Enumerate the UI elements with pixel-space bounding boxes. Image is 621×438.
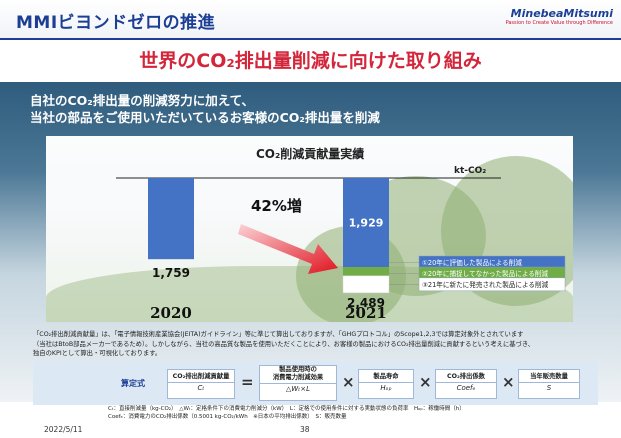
legend-text-series-2: ②20年に捕捉してなかった製品による削減 — [422, 269, 548, 278]
definition-line-2: Coefₑ：消費電力のCO₂排出係数（0.5001 kg-CO₂/kWh ※日本… — [108, 414, 347, 420]
formula-factor-power-name: 製品使用時の — [279, 366, 317, 373]
chart-unit: kt-CO₂ — [454, 166, 486, 176]
logo-tagline: Passion to Create Value through Differen… — [505, 20, 613, 26]
footer-date: 2022/5/11 — [44, 425, 83, 434]
chart-legend: ①20年に評価した製品による削減 ②20年に捕捉してなかった製品による削減 ③21年… — [389, 255, 566, 292]
formula-factor-life: 製品寿命 Hₒₚ — [358, 369, 414, 399]
formula-factor-coef-name: CO₂排出係数 — [447, 373, 485, 380]
equals-sign: = — [241, 373, 254, 391]
headline: 世界のCO₂排出量削減に向けた取り組み — [139, 50, 482, 72]
formula-factor-life-name: 製品寿命 — [373, 373, 399, 380]
note-line-2: （当社はBtoB部品メーカーであるため）。しかしながら、当社の高品質な製品を使用… — [33, 340, 534, 348]
definition-line-1: Cₜ：直接削減量（kg-CO₂） △Wₜ：定格条件下の消費電力削減分（kW） L… — [108, 406, 465, 412]
formula-factor-qty-symbol: S — [519, 382, 579, 393]
bar-labels-group: 1,759 2,489 1,929 — [152, 217, 385, 310]
formula-factor-power-name2: 消費電力削減効果 — [272, 374, 324, 381]
chart-title: CO₂削減貢献量実績 — [256, 146, 364, 161]
total-label-2020: 1,759 — [152, 266, 190, 280]
co2-reduction-chart: CO₂削減貢献量実績 kt-CO₂ 1,759 2,489 1,929 42%増 ①… — [116, 146, 566, 322]
note-line-1: 「CO₂排出削減貢献量」は、「電子情報技術産業協会(JEITA)ガイドライン」等… — [33, 331, 524, 338]
note-line-3: 独自のKPIとして算出・可視化しております。 — [33, 350, 162, 357]
bar-2021-series-3 — [342, 275, 390, 294]
bar-2020-series-1 — [148, 178, 194, 260]
formula-definitions: Cₜ：直接削減量（kg-CO₂） △Wₜ：定格条件下の消費電力削減分（kW） L… — [108, 405, 465, 421]
legend-text-series-3: ③21年に新たに発売された製品による削減 — [422, 280, 549, 289]
formula-factor-qty-name: 当年販売数量 — [530, 373, 568, 380]
growth-arrow-icon — [238, 224, 338, 274]
times-sign: × — [502, 373, 515, 391]
formula-factor-power-symbol: △Wₜ×L — [260, 383, 336, 394]
company-logo: MinebeaMitsumi Passion to Create Value t… — [506, 7, 613, 26]
page-number: 38 — [300, 425, 310, 434]
x-label-2020: 2020 — [150, 304, 192, 322]
formula-result-symbol: Cₜ — [168, 382, 234, 393]
formula-factor-coef: CO₂排出係数 Coefₑ — [435, 369, 497, 399]
value-label-2021-series-1: 1,929 — [349, 217, 384, 230]
times-sign: × — [342, 373, 355, 391]
times-sign: × — [419, 373, 432, 391]
formula-factor-life-symbol: Hₒₚ — [359, 382, 413, 393]
subtitle-line-2: 当社の部品をご使用いただいているお客様のCO₂排出量を削減 — [30, 110, 380, 125]
formula-factor-coef-symbol: Coefₑ — [436, 382, 496, 393]
growth-label: 42%増 — [251, 197, 302, 215]
formula-factor-power: 製品使用時の 消費電力削減効果 △Wₜ×L — [259, 365, 337, 401]
formula-factor-qty: 当年販売数量 S — [518, 369, 580, 399]
methodology-note: 「CO₂排出削減貢献量」は、「電子情報技術産業協会(JEITA)ガイドライン」等… — [33, 330, 598, 359]
bar-2021-series-2 — [343, 267, 389, 276]
slide-title: MMIビヨンドゼロの推進 — [16, 13, 216, 33]
header-divider — [0, 38, 621, 40]
legend-text-series-1: ①20年に評価した製品による削減 — [422, 258, 522, 267]
header-bar — [0, 0, 621, 38]
formula-result-name: CO₂排出削減貢献量 — [172, 373, 230, 380]
formula-label: 算定式 — [121, 379, 145, 388]
logo-name: MinebeaMitsumi — [510, 7, 613, 20]
formula-panel: 算定式 CO₂排出削減貢献量 Cₜ = 製品使用時の 消費電力削減効果 △Wₜ×… — [33, 361, 598, 405]
bar-2021-series-1 — [343, 178, 389, 268]
x-axis-labels: 2020 2021 — [150, 304, 387, 322]
total-label-2021: 2,489 — [347, 296, 385, 310]
bars-group — [148, 178, 390, 294]
subtitle-line-1: 自社のCO₂排出量の削減努力に加えて、 — [30, 93, 255, 108]
x-label-2021: 2021 — [345, 304, 387, 322]
formula-result-box: CO₂排出削減貢献量 Cₜ — [167, 369, 235, 399]
